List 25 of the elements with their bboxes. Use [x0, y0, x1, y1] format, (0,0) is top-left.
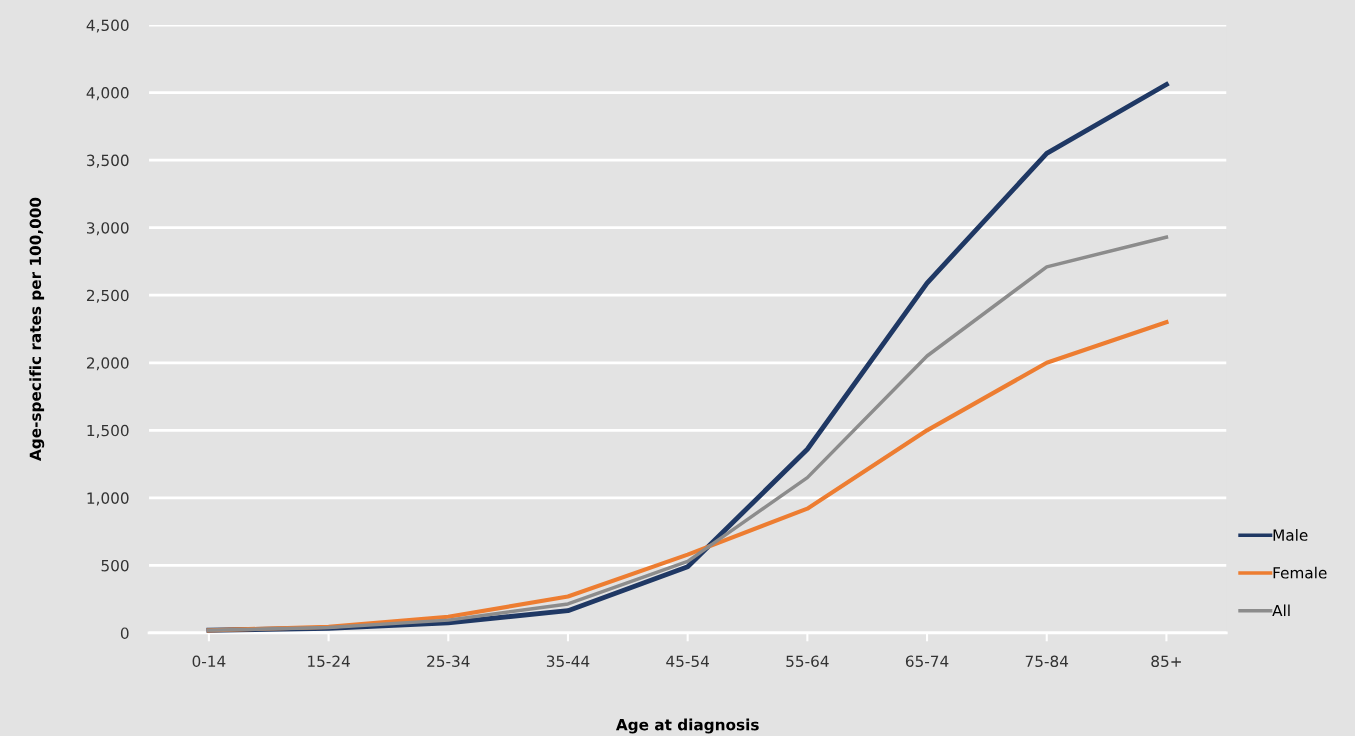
x-tick-label: 45-54 — [666, 655, 709, 668]
legend-label: Female — [1273, 566, 1327, 579]
y-tick-label: 500 — [101, 559, 129, 572]
x-tick-label: 55-64 — [786, 655, 829, 668]
legend-label: All — [1272, 604, 1290, 617]
y-tick-label: 1,000 — [87, 492, 129, 506]
legend-label: Male — [1273, 529, 1308, 541]
y-tick-label: 2,500 — [86, 289, 129, 303]
y-tick-label: 3,500 — [87, 154, 129, 168]
y-tick-label: 4,000 — [86, 87, 129, 101]
x-tick-label: 75-84 — [1025, 655, 1069, 668]
y-tick-label: 2,000 — [86, 357, 129, 371]
y-tick-label: 4,500 — [86, 19, 129, 33]
x-tick-label: 25-34 — [427, 655, 470, 668]
y-tick-label: 0 — [120, 627, 129, 639]
x-tick-label: 15-24 — [308, 655, 350, 668]
x-tick-label: 65-74 — [905, 655, 949, 668]
x-axis-title: Age at diagnosis — [615, 718, 759, 734]
x-tick-label: 0-14 — [192, 655, 226, 668]
y-axis-title: Age-specific rates per 100,000 — [29, 197, 45, 461]
x-tick-label: 85+ — [1151, 655, 1181, 668]
y-tick-label: 1,500 — [87, 424, 129, 438]
line-series — [207, 235, 1169, 632]
x-tick-label: 35-44 — [546, 655, 590, 668]
y-tick-label: 3,000 — [87, 222, 129, 236]
